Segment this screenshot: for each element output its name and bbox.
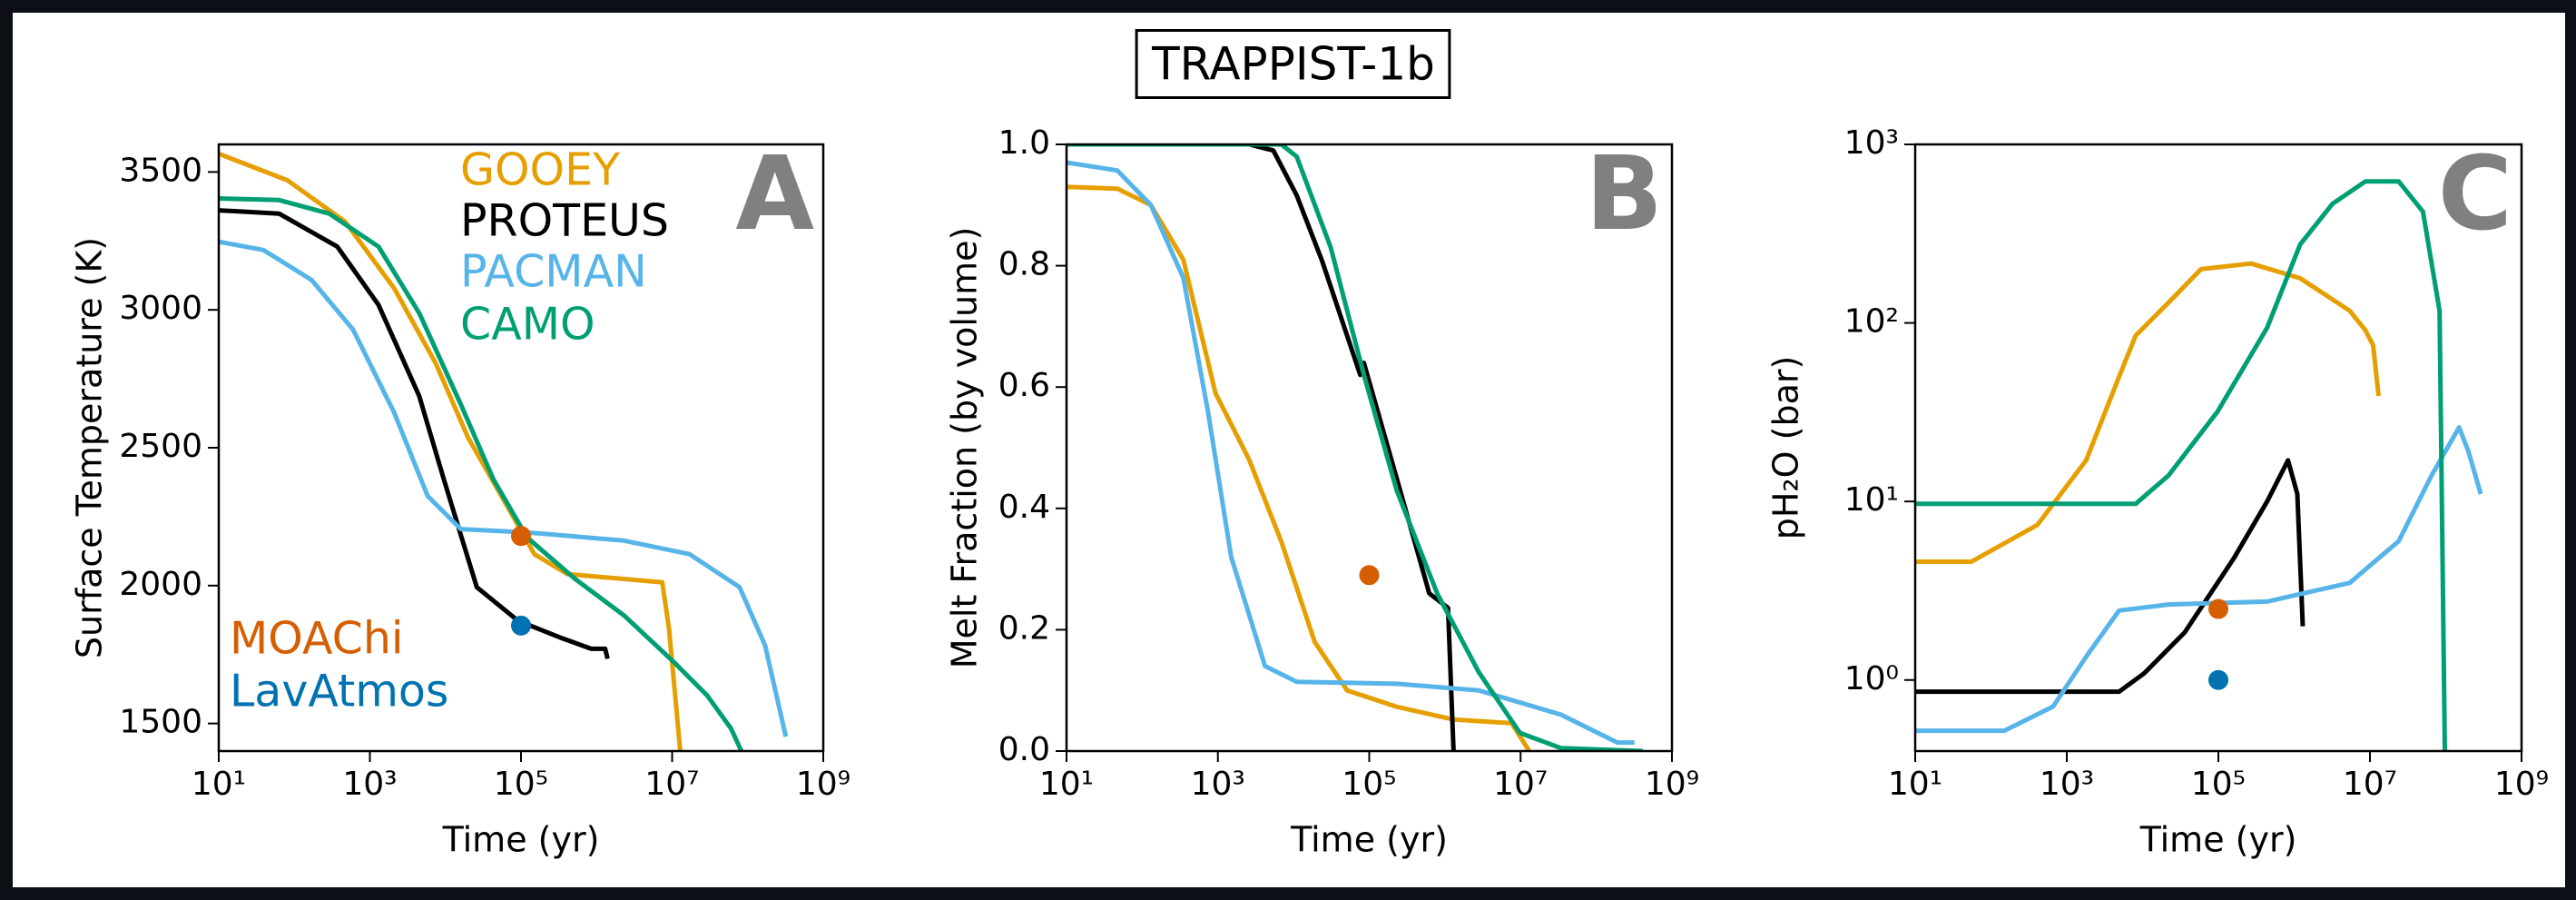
- line-series: [219, 239, 789, 737]
- x-tick-label: 10⁷: [1493, 766, 1548, 803]
- y-tick-label: 10²: [1844, 303, 1899, 341]
- panel-letter: C: [2438, 135, 2512, 253]
- line-series: [1915, 425, 2483, 734]
- scatter-point: [2208, 669, 2228, 690]
- plot-area: [1067, 144, 1643, 751]
- x-tick-label: 10³: [2040, 766, 2094, 803]
- y-tick-label: 2000: [119, 566, 202, 603]
- x-tick-label: 10⁵: [2191, 766, 2246, 803]
- x-tick-label: 10⁹: [1645, 766, 1699, 803]
- y-tick-label: 0.2: [998, 609, 1050, 647]
- x-tick-label: 10⁹: [2494, 766, 2549, 803]
- axes-frame: [217, 143, 825, 753]
- panel-letter: B: [1586, 135, 1663, 253]
- y-tick-label: 3000: [119, 290, 202, 327]
- x-tick-label: 10³: [1191, 766, 1245, 803]
- x-tick-label: 10⁷: [2343, 766, 2397, 803]
- figure-title: TRAPPIST-1b: [1151, 38, 1435, 91]
- x-tick-label: 10⁵: [1342, 766, 1396, 803]
- legend-entry: GOOEY: [460, 144, 621, 196]
- legend-entry: PROTEUS: [460, 195, 669, 247]
- legend-entry: CAMO: [460, 299, 595, 351]
- y-tick-label: 3500: [119, 152, 202, 189]
- y-tick-label: 0.8: [998, 246, 1050, 283]
- line-series: [219, 196, 744, 751]
- y-axis-label: Melt Fraction (by volume): [945, 227, 985, 669]
- panel-letter: A: [735, 135, 814, 253]
- y-tick-label: 2500: [119, 428, 202, 465]
- x-axis-label: Time (yr): [1290, 820, 1448, 860]
- x-axis-label: Time (yr): [2139, 820, 2297, 860]
- x-tick-label: 10¹: [1888, 766, 1942, 803]
- y-tick-label: 0.0: [998, 731, 1050, 768]
- line-series: [1915, 261, 2381, 564]
- y-tick-label: 0.6: [998, 367, 1050, 404]
- y-tick-label: 0.4: [998, 489, 1050, 526]
- y-axis-label: Surface Temperature (K): [70, 237, 110, 658]
- x-tick-label: 10¹: [1039, 766, 1094, 803]
- scatter-point: [2208, 598, 2228, 619]
- x-tick-label: 10³: [342, 766, 397, 803]
- line-series: [1915, 179, 2448, 751]
- title-box: [1135, 29, 1451, 99]
- legend-entry: MOAChi: [230, 613, 404, 665]
- y-tick-label: 1.0: [998, 124, 1050, 162]
- y-tick-label: 10¹: [1844, 481, 1899, 519]
- y-tick-label: 10⁰: [1844, 660, 1899, 697]
- x-axis-label: Time (yr): [442, 820, 600, 860]
- legend-entry: PACMAN: [460, 246, 647, 298]
- plot-area: [219, 151, 789, 751]
- axes-frame: [1913, 143, 2523, 753]
- legend-entry: LavAtmos: [230, 666, 448, 717]
- y-tick-label: 1500: [119, 704, 202, 741]
- plot-area: [1915, 179, 2483, 751]
- line-series: [1067, 144, 1643, 751]
- figure-background: [13, 13, 2565, 887]
- line-series: [219, 208, 610, 659]
- y-axis-label: pH₂O (bar): [1766, 356, 1806, 540]
- x-tick-label: 10¹: [192, 766, 246, 803]
- line-series: [1067, 160, 1635, 746]
- axes-frame: [1065, 143, 1674, 753]
- y-tick-label: 10³: [1844, 124, 1899, 162]
- x-tick-label: 10⁷: [644, 766, 699, 803]
- line-series: [1067, 144, 1456, 751]
- x-tick-label: 10⁹: [796, 766, 850, 803]
- x-tick-label: 10⁵: [494, 766, 548, 803]
- scatter-point: [511, 526, 531, 547]
- scatter-point: [511, 615, 531, 636]
- line-series: [1915, 458, 2306, 695]
- scatter-point: [1359, 565, 1380, 586]
